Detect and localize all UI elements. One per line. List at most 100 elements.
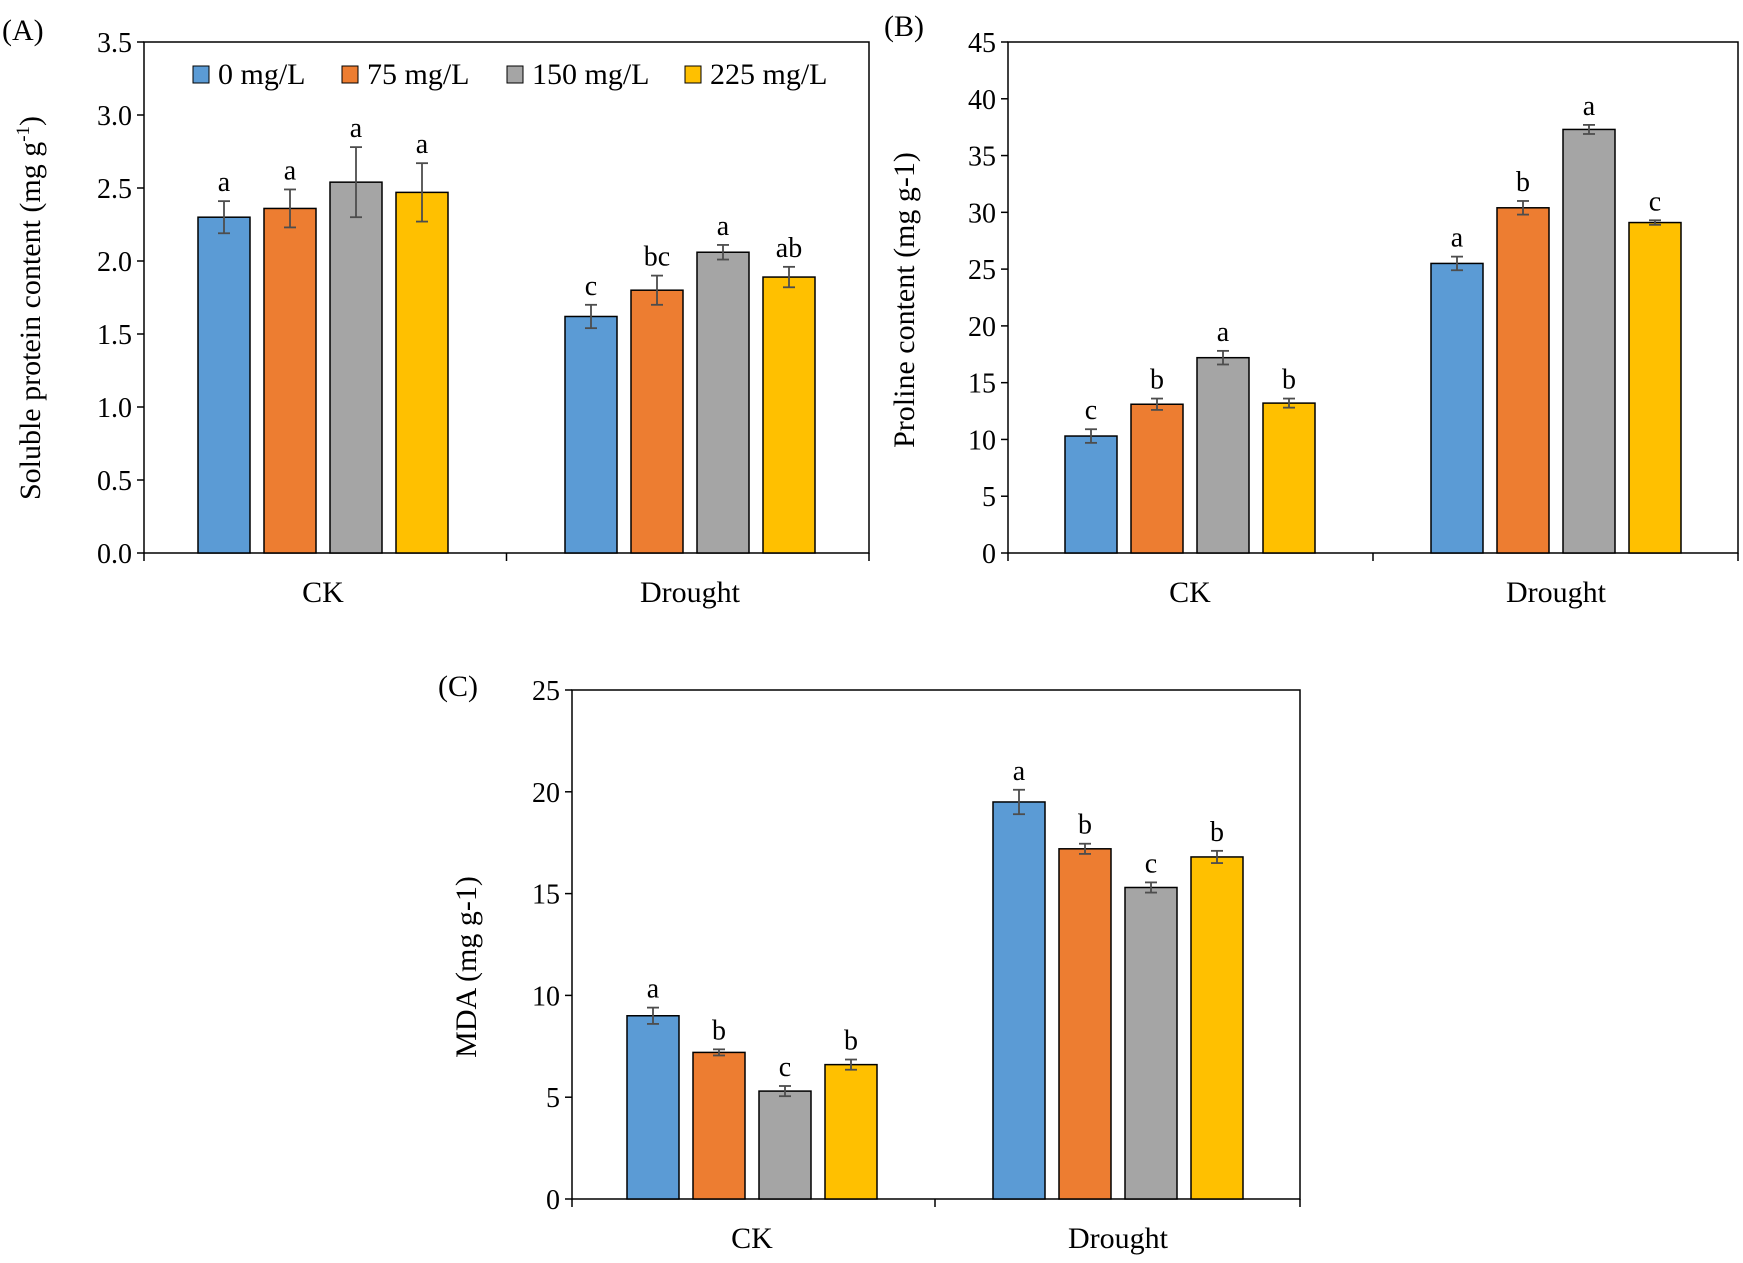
bar-0-3-0 <box>395 191 449 554</box>
bar-0-0-1 <box>564 315 618 554</box>
bar-2-0-0 <box>626 1015 680 1200</box>
significance-letter-2-3-0: b <box>844 1026 858 1057</box>
legend: 0 mg/L 75 mg/L 150 mg/L 225 mg/L <box>192 58 828 91</box>
bar-0-2-0 <box>329 181 383 554</box>
bar-2-2-1 <box>1124 886 1178 1200</box>
bar-0-3-1 <box>762 276 816 554</box>
y-tick-label-1-7: 35 <box>968 142 996 173</box>
significance-letter-1-0-0: c <box>1085 395 1097 426</box>
significance-letter-0-0-1: c <box>585 271 597 302</box>
x-category-label-1-0: CK <box>1169 576 1211 609</box>
bar-1-2-0 <box>1196 356 1250 554</box>
bar-1-3-1 <box>1628 221 1682 554</box>
bar-0-0-0 <box>197 216 251 554</box>
bar-2-1-1 <box>1058 848 1112 1200</box>
significance-letter-0-2-0: a <box>350 113 363 144</box>
plot-area-0: 0.0 0.5 1.0 1.5 2.0 2.5 3.0 3.5 CK Drought a c a bc a a… <box>97 28 870 609</box>
plot-area-2: 0 5 10 15 20 25 CK Drought a a b b c c b b <box>532 676 1301 1255</box>
bar-2-2-0 <box>758 1090 812 1200</box>
x-category-label-1-1: Drought <box>1506 576 1607 609</box>
bar-2-0-1 <box>992 801 1046 1200</box>
legend-swatch-0 <box>192 65 210 84</box>
y-tick-label-2-5: 25 <box>532 676 560 707</box>
legend-label-3: 225 mg/L <box>710 58 828 91</box>
panel-a-label: (A) <box>2 14 44 47</box>
significance-letter-0-3-1: ab <box>776 233 802 264</box>
significance-letter-0-1-0: a <box>284 155 297 186</box>
bar-1-0-0 <box>1064 435 1118 554</box>
panel-c-ylabel: MDA (mg g-1) <box>450 876 483 1058</box>
y-tick-label-1-3: 15 <box>968 369 996 400</box>
y-tick-label-0-7: 3.5 <box>97 28 132 59</box>
y-tick-label-0-1: 0.5 <box>97 466 132 497</box>
significance-letter-0-3-0: a <box>416 129 429 160</box>
bar-1-3-0 <box>1262 402 1316 554</box>
y-tick-label-1-6: 30 <box>968 198 996 229</box>
panel-c-label: (C) <box>438 670 478 703</box>
x-category-label-2-1: Drought <box>1068 1222 1169 1255</box>
significance-letter-2-1-1: b <box>1078 810 1092 841</box>
bar-2-3-1 <box>1190 856 1244 1200</box>
plot-area-1: 0 5 10 15 20 25 30 35 40 45 CK Drought c a b b a a b c <box>968 28 1739 609</box>
x-category-label-2-0: CK <box>731 1222 773 1255</box>
y-tick-label-0-6: 3.0 <box>97 101 132 132</box>
y-tick-label-1-0: 0 <box>982 539 996 570</box>
panel-b-ylabel: Proline content (mg g-1) <box>888 152 921 448</box>
y-tick-label-0-4: 2.0 <box>97 247 132 278</box>
bar-1-1-0 <box>1130 403 1184 554</box>
significance-letter-0-1-1: bc <box>644 242 670 273</box>
bar-1-1-1 <box>1496 207 1550 554</box>
bar-0-2-1 <box>696 251 750 554</box>
x-category-label-0-0: CK <box>302 576 344 609</box>
significance-letter-1-2-1: a <box>1583 91 1596 122</box>
plot-frame-2 <box>571 689 1301 1200</box>
y-tick-label-1-2: 10 <box>968 425 996 456</box>
significance-letter-1-1-1: b <box>1516 167 1530 198</box>
x-category-label-0-1: Drought <box>640 576 741 609</box>
bar-0-1-0 <box>263 207 317 554</box>
y-tick-label-1-1: 5 <box>982 482 996 513</box>
panel-a-ylabel: Soluble protein content (mg g-1) <box>13 116 47 500</box>
legend-swatch-3 <box>684 65 702 84</box>
significance-letter-1-3-0: b <box>1282 365 1296 396</box>
legend-label-1: 75 mg/L <box>367 58 470 91</box>
significance-letter-2-3-1: b <box>1210 817 1224 848</box>
significance-letter-1-2-0: a <box>1217 317 1230 348</box>
legend-label-2: 150 mg/L <box>532 58 650 91</box>
y-tick-label-0-0: 0.0 <box>97 539 132 570</box>
y-tick-label-1-5: 25 <box>968 255 996 286</box>
legend-swatch-1 <box>341 65 359 84</box>
y-tick-label-2-2: 10 <box>532 981 560 1012</box>
legend-label-0: 0 mg/L <box>218 58 306 91</box>
significance-letter-2-2-1: c <box>1145 848 1157 879</box>
significance-letter-0-2-1: a <box>717 211 730 242</box>
significance-letter-1-3-1: c <box>1649 186 1661 217</box>
bar-1-2-1 <box>1562 128 1616 554</box>
y-tick-label-0-5: 2.5 <box>97 174 132 205</box>
bar-1-0-1 <box>1430 262 1484 554</box>
legend-swatch-2 <box>506 65 524 84</box>
y-tick-label-2-4: 20 <box>532 778 560 809</box>
y-tick-label-2-1: 5 <box>546 1083 560 1114</box>
y-tick-label-1-9: 45 <box>968 28 996 59</box>
panel-b: (B) Proline content (mg g-1) <box>884 10 924 448</box>
panel-a: (A) Soluble protein content (mg g-1) 0 m… <box>2 14 828 500</box>
bar-0-1-1 <box>630 289 684 554</box>
y-tick-label-1-4: 20 <box>968 312 996 343</box>
significance-letter-2-1-0: b <box>712 1015 726 1046</box>
y-tick-label-2-3: 15 <box>532 880 560 911</box>
plot-frame-0 <box>143 41 870 554</box>
panel-b-label: (B) <box>884 10 924 43</box>
y-tick-label-1-8: 40 <box>968 85 996 116</box>
y-tick-label-2-0: 0 <box>546 1185 560 1216</box>
significance-letter-1-0-1: a <box>1451 223 1464 254</box>
significance-letter-0-0-0: a <box>218 167 231 198</box>
panel-c: (C) MDA (mg g-1) <box>438 670 483 1058</box>
y-tick-label-0-3: 1.5 <box>97 320 132 351</box>
significance-letter-2-0-1: a <box>1013 756 1026 787</box>
significance-letter-2-0-0: a <box>647 974 660 1005</box>
significance-letter-2-2-0: c <box>779 1052 791 1083</box>
y-tick-label-0-2: 1.0 <box>97 393 132 424</box>
bar-2-1-0 <box>692 1051 746 1200</box>
